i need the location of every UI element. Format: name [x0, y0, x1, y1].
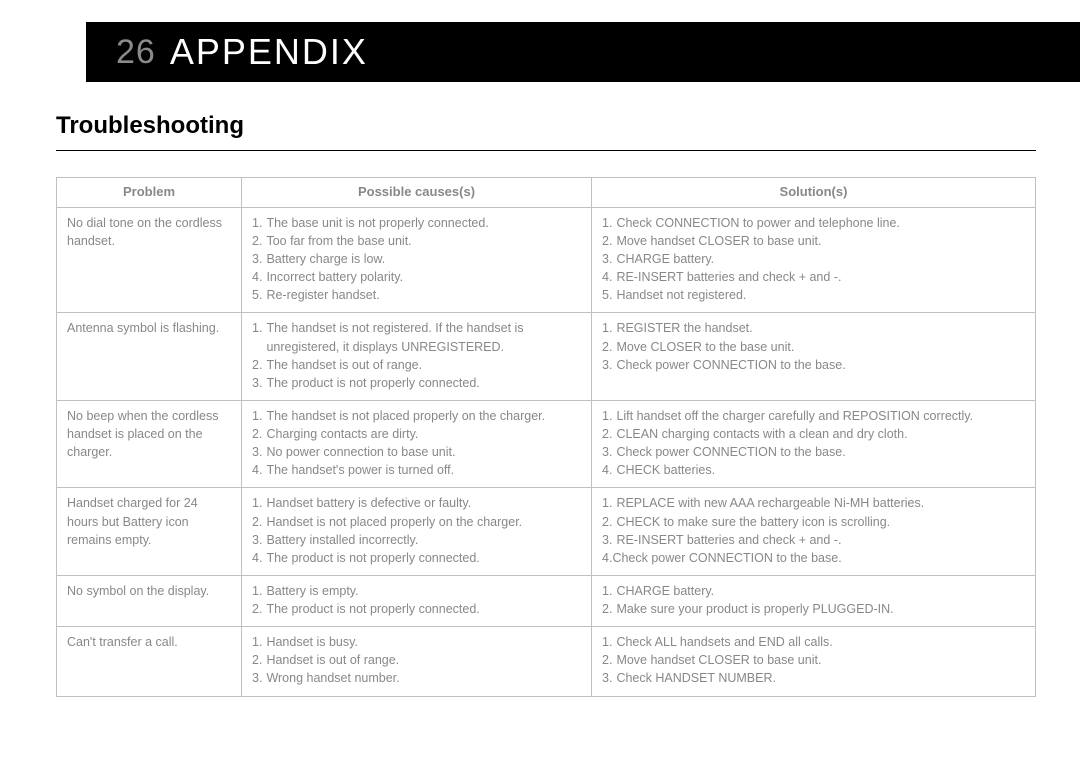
cell-causes: 1.Battery is empty.2.The product is not …: [242, 575, 592, 626]
col-problem: Problem: [57, 178, 242, 208]
cell-problem: No dial tone on the cordless handset.: [57, 207, 242, 313]
cell-causes: 1.The handset is not placed properly on …: [242, 400, 592, 488]
troubleshooting-table: Problem Possible causes(s) Solution(s) N…: [56, 177, 1036, 697]
cell-problem: Handset charged for 24 hours but Battery…: [57, 488, 242, 576]
col-causes: Possible causes(s): [242, 178, 592, 208]
page-number: 26: [116, 33, 156, 72]
cell-causes: 1.The handset is not registered. If the …: [242, 313, 592, 401]
cell-causes: 1.The base unit is not properly connecte…: [242, 207, 592, 313]
header-title: APPENDIX: [170, 31, 368, 73]
table-row: No symbol on the display.1.Battery is em…: [57, 575, 1036, 626]
cell-solutions: 1.CHARGE battery.2.Make sure your produc…: [592, 575, 1036, 626]
section-title: Troubleshooting: [56, 112, 1036, 151]
cell-problem: No symbol on the display.: [57, 575, 242, 626]
table-row: No beep when the cordless handset is pla…: [57, 400, 1036, 488]
content-area: Troubleshooting Problem Possible causes(…: [56, 112, 1036, 697]
cell-causes: 1.Handset is busy.2.Handset is out of ra…: [242, 627, 592, 696]
cell-solutions: 1.REPLACE with new AAA rechargeable Ni-M…: [592, 488, 1036, 576]
table-row: Can't transfer a call.1.Handset is busy.…: [57, 627, 1036, 696]
table-row: No dial tone on the cordless handset.1.T…: [57, 207, 1036, 313]
cell-solutions: 1.REGISTER the handset.2.Move CLOSER to …: [592, 313, 1036, 401]
cell-solutions: 1.Check CONNECTION to power and telephon…: [592, 207, 1036, 313]
table-row: Handset charged for 24 hours but Battery…: [57, 488, 1036, 576]
table-header-row: Problem Possible causes(s) Solution(s): [57, 178, 1036, 208]
cell-causes: 1.Handset battery is defective or faulty…: [242, 488, 592, 576]
header-band: 26 APPENDIX: [86, 22, 1080, 82]
cell-problem: No beep when the cordless handset is pla…: [57, 400, 242, 488]
cell-problem: Antenna symbol is flashing.: [57, 313, 242, 401]
cell-problem: Can't transfer a call.: [57, 627, 242, 696]
cell-solutions: 1.Lift handset off the charger carefully…: [592, 400, 1036, 488]
col-solutions: Solution(s): [592, 178, 1036, 208]
cell-solutions: 1.Check ALL handsets and END all calls.2…: [592, 627, 1036, 696]
table-row: Antenna symbol is flashing.1.The handset…: [57, 313, 1036, 401]
